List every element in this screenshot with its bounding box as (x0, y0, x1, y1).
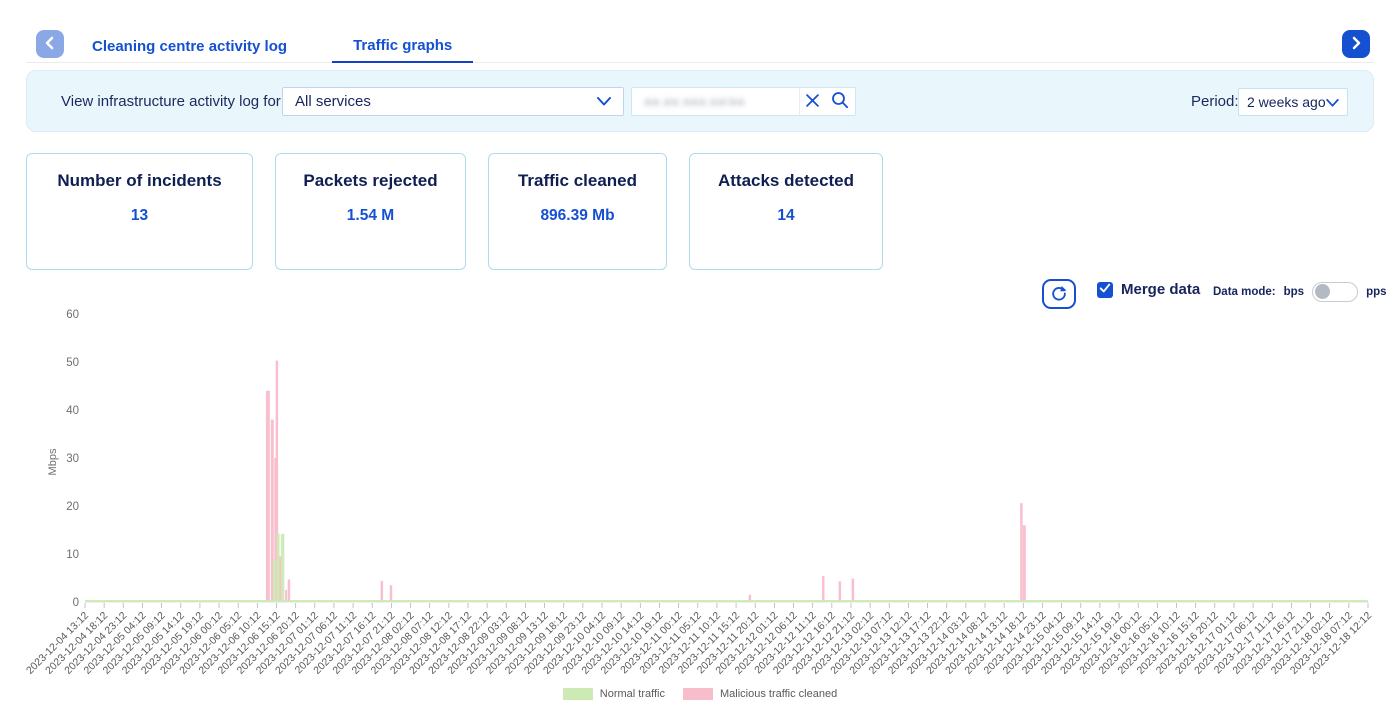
legend-item-malicious-traffic[interactable]: Malicious traffic cleaned (683, 688, 837, 700)
stat-card-number-of-incidents: Number of incidents 13 (26, 153, 253, 270)
merge-data-label: Merge data (1121, 281, 1201, 298)
close-icon (806, 93, 819, 110)
legend-item-normal-traffic[interactable]: Normal traffic (562, 688, 665, 700)
chevron-left-icon (43, 35, 57, 54)
ip-search-value-redacted: ●●.●●.●●●.●●/●● (644, 94, 745, 109)
refresh-button[interactable] (1042, 279, 1076, 309)
stat-card-packets-rejected: Packets rejected 1.54 M (275, 153, 466, 270)
svg-text:Mbps: Mbps (47, 448, 59, 475)
stat-card-title: Traffic cleaned (517, 171, 638, 190)
refresh-icon (1049, 283, 1069, 306)
legend-label: Malicious traffic cleaned (720, 688, 838, 700)
period-label: Period: (1191, 93, 1239, 110)
data-mode-label: Data mode: (1213, 286, 1276, 298)
legend-swatch-normal (562, 688, 593, 700)
stat-card-value: 14 (777, 207, 795, 224)
filter-label: View infrastructure activity log for: (61, 93, 285, 110)
chevron-down-icon (1326, 94, 1339, 110)
check-icon (1099, 281, 1111, 299)
svg-text:10: 10 (66, 549, 79, 561)
stat-card-value: 13 (130, 207, 149, 224)
toggle-knob (1315, 284, 1331, 299)
search-button[interactable] (825, 88, 855, 115)
search-icon (831, 91, 849, 112)
tab-bar: Cleaning centre activity log Traffic gra… (26, 30, 1374, 63)
clear-search-button[interactable] (800, 88, 825, 115)
stat-card-attacks-detected: Attacks detected 14 (689, 153, 883, 270)
chart-legend: Normal traffic Malicious traffic cleaned (0, 688, 1400, 700)
svg-text:40: 40 (66, 405, 79, 417)
stat-cards: Number of incidents 13 Packets rejected … (26, 153, 883, 270)
previous-page-button[interactable] (36, 30, 64, 58)
legend-swatch-malicious (683, 688, 713, 700)
svg-text:60: 60 (66, 309, 79, 321)
ip-search-field[interactable]: ●●.●●.●●●.●●/●● (631, 87, 856, 116)
stat-card-title: Attacks detected (717, 171, 855, 190)
data-mode-bps-label: bps (1283, 286, 1305, 298)
legend-label: Normal traffic (599, 688, 665, 700)
stat-card-title: Number of incidents (57, 171, 222, 190)
svg-text:50: 50 (66, 357, 79, 369)
service-select[interactable]: All services (282, 87, 624, 116)
merge-data-control[interactable]: Merge data (1097, 281, 1200, 298)
tabs: Cleaning centre activity log Traffic gra… (71, 30, 474, 63)
stat-card-traffic-cleaned: Traffic cleaned 896.39 Mb (488, 153, 667, 270)
tab-traffic-graphs[interactable]: Traffic graphs (332, 30, 474, 63)
stat-card-value: 896.39 Mb (540, 207, 615, 224)
data-mode-toggle[interactable] (1312, 282, 1359, 302)
merge-data-checkbox[interactable] (1097, 281, 1113, 299)
next-page-button[interactable] (1342, 30, 1370, 58)
tab-cleaning-centre-activity-log[interactable]: Cleaning centre activity log (92, 38, 288, 55)
data-mode-pps-label: pps (1366, 286, 1387, 298)
svg-text:0: 0 (73, 597, 79, 609)
stat-card-title: Packets rejected (303, 171, 438, 190)
period-select[interactable]: 2 weeks ago (1238, 88, 1348, 116)
filter-panel: View infrastructure activity log for: Al… (26, 70, 1374, 132)
stat-card-value: 1.54 M (346, 207, 395, 224)
data-mode-control: Data mode: bps pps (1213, 282, 1387, 302)
svg-text:20: 20 (66, 501, 79, 513)
chevron-right-icon (1349, 35, 1363, 54)
divider (799, 88, 800, 115)
svg-text:30: 30 (66, 453, 79, 465)
chevron-down-icon (597, 93, 611, 110)
period-select-value: 2 weeks ago (1247, 94, 1326, 110)
service-select-value: All services (295, 93, 371, 110)
